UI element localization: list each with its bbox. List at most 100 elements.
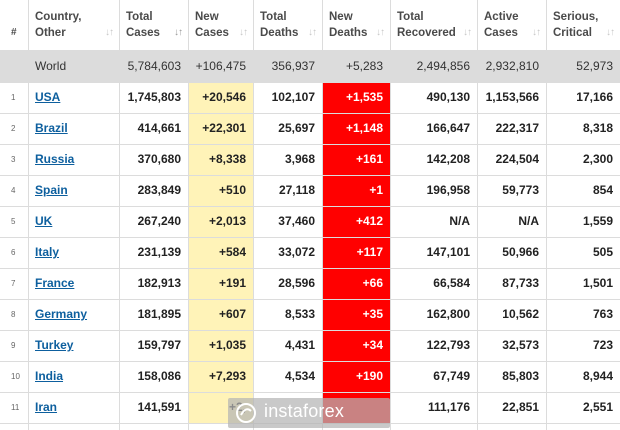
- total-cases-cell: 159,797: [137, 338, 181, 352]
- row-number: 4: [11, 186, 16, 195]
- active-cases-cell: 224,504: [495, 152, 539, 166]
- active-cases-cell: 222,317: [495, 121, 539, 135]
- country-link[interactable]: France: [35, 276, 75, 290]
- new-deaths-cell: +161: [322, 144, 390, 175]
- new-cases-cell: +607: [188, 299, 253, 330]
- country-cell: Spain: [28, 175, 119, 206]
- sort-arrows-icon[interactable]: ↓↑: [376, 27, 385, 38]
- table-row: 2 Brazil 414,661 +22,301 25,697 +1,148 166,647…: [0, 113, 620, 144]
- row-divider: [0, 175, 620, 176]
- sort-arrows-icon[interactable]: ↓↑: [532, 27, 541, 38]
- table-row: 10 India 158,086 +7,293 4,534 +190 67,749 85,80…: [0, 361, 620, 392]
- total-deaths-cell: 27,118: [278, 183, 315, 197]
- country-link[interactable]: Brazil: [35, 121, 68, 135]
- row-number: 10: [11, 372, 20, 381]
- total-cases-cell: 370,680: [137, 152, 181, 166]
- total-recovered-cell: 147,101: [426, 245, 470, 259]
- column-header-active-cases[interactable]: Active Cases ↓↑: [477, 0, 546, 50]
- total-cases-cell: 1,745,803: [127, 90, 181, 104]
- serious-cell: 854: [592, 183, 613, 197]
- total-recovered-cell: N/A: [449, 214, 470, 228]
- watermark: instaforex: [228, 398, 390, 428]
- row-divider: [0, 392, 620, 393]
- column-divider: [477, 0, 478, 430]
- column-header-serious[interactable]: Serious, Critical ↓↑: [546, 0, 620, 50]
- table-row: 9 Turkey 159,797 +1,035 4,431 +34 122,793 32,57…: [0, 330, 620, 361]
- total-cases-cell: 141,591: [137, 400, 181, 414]
- column-header-label: New Cases: [195, 11, 229, 39]
- total-recovered-cell: 162,800: [426, 307, 470, 321]
- row-number: 5: [11, 217, 16, 226]
- country-link[interactable]: Germany: [35, 307, 88, 321]
- sort-arrows-icon[interactable]: ↓↑: [308, 27, 317, 38]
- new-deaths-cell: +117: [322, 237, 390, 268]
- country-link[interactable]: Iran: [35, 400, 58, 414]
- active-cases-cell: 87,733: [502, 276, 539, 290]
- total-deaths-cell: 33,072: [278, 245, 315, 259]
- row-number: 2: [11, 124, 16, 133]
- total-deaths-cell: 4,431: [284, 338, 315, 352]
- total-recovered-cell: 142,208: [426, 152, 470, 166]
- sort-arrows-icon[interactable]: ↓↑: [239, 27, 248, 38]
- country-link[interactable]: Turkey: [35, 338, 74, 352]
- country-cell: Russia: [28, 144, 119, 175]
- total-cases-cell: 182,913: [137, 276, 181, 290]
- row-number: 7: [11, 279, 16, 288]
- total-cases-cell: 283,849: [137, 183, 181, 197]
- country-link[interactable]: Italy: [35, 245, 60, 259]
- total-cases-cell: 267,240: [137, 214, 181, 228]
- world-country: World: [35, 59, 67, 73]
- new-cases-cell: +510: [188, 175, 253, 206]
- country-link[interactable]: Russia: [35, 152, 75, 166]
- total-deaths-cell: 8,533: [284, 307, 315, 321]
- column-header-new-deaths[interactable]: New Deaths ↓↑: [322, 0, 390, 50]
- row-number: 1: [11, 93, 16, 102]
- new-deaths-cell: +35: [322, 299, 390, 330]
- row-divider: [0, 113, 620, 114]
- table-row: 3 Russia 370,680 +8,338 3,968 +161 142,208 224,…: [0, 144, 620, 175]
- country-link[interactable]: UK: [35, 214, 53, 228]
- header-divider: [0, 50, 620, 51]
- sort-arrows-icon[interactable]: ↓↑: [606, 27, 615, 38]
- active-cases-cell: 59,773: [502, 183, 539, 197]
- new-deaths-cell: +1,535: [322, 82, 390, 113]
- serious-cell: 2,300: [582, 152, 613, 166]
- table-header: # Country, Other ↓↑ Total Cases ↓↑ New Cases ↓…: [0, 0, 620, 50]
- sort-arrows-icon[interactable]: ↓↑: [174, 27, 183, 38]
- column-header-label: Active Cases: [484, 11, 519, 39]
- country-link[interactable]: USA: [35, 90, 61, 104]
- column-divider: [253, 0, 254, 430]
- new-cases-cell: +22,301: [188, 113, 253, 144]
- column-divider: [322, 0, 323, 430]
- sort-arrows-icon[interactable]: ↓↑: [105, 27, 114, 38]
- column-header-new-cases[interactable]: New Cases ↓↑: [188, 0, 253, 50]
- column-divider: [390, 0, 391, 430]
- active-cases-cell: N/A: [518, 214, 539, 228]
- serious-cell: 505: [592, 245, 613, 259]
- total-cases-cell: 231,139: [137, 245, 181, 259]
- column-header-total-cases[interactable]: Total Cases ↓↑: [119, 0, 188, 50]
- country-cell: Germany: [28, 299, 119, 330]
- table-row: 4 Spain 283,849 +510 27,118 +1 196,958 59,773 85…: [0, 175, 620, 206]
- country-link[interactable]: Spain: [35, 183, 68, 197]
- column-divider: [119, 0, 120, 430]
- sort-arrows-icon[interactable]: ↓↑: [463, 27, 472, 38]
- new-cases-cell: +1,035: [188, 330, 253, 361]
- new-cases-cell: +584: [188, 237, 253, 268]
- country-cell: USA: [28, 82, 119, 113]
- table-row: 6 Italy 231,139 +584 33,072 +117 147,101 50,966…: [0, 237, 620, 268]
- new-cases-cell: +7,293: [188, 361, 253, 392]
- column-header-country[interactable]: Country, Other ↓↑: [28, 0, 119, 50]
- active-cases-cell: 32,573: [502, 338, 539, 352]
- column-header-total-deaths[interactable]: Total Deaths ↓↑: [253, 0, 322, 50]
- country-cell: Italy: [28, 237, 119, 268]
- total-cases-cell: 414,661: [137, 121, 181, 135]
- active-cases-cell: 10,562: [502, 307, 539, 321]
- table-row: 8 Germany 181,895 +607 8,533 +35 162,800 10,562…: [0, 299, 620, 330]
- total-recovered-cell: 111,176: [427, 400, 470, 414]
- country-link[interactable]: India: [35, 369, 64, 383]
- new-deaths-cell: +190: [322, 361, 390, 392]
- row-number: 11: [11, 403, 20, 412]
- column-header-total-recovered[interactable]: Total Recovered ↓↑: [390, 0, 477, 50]
- table-row-world: World 5,784,603 +106,475 356,937 +5,283 2,494…: [0, 50, 620, 82]
